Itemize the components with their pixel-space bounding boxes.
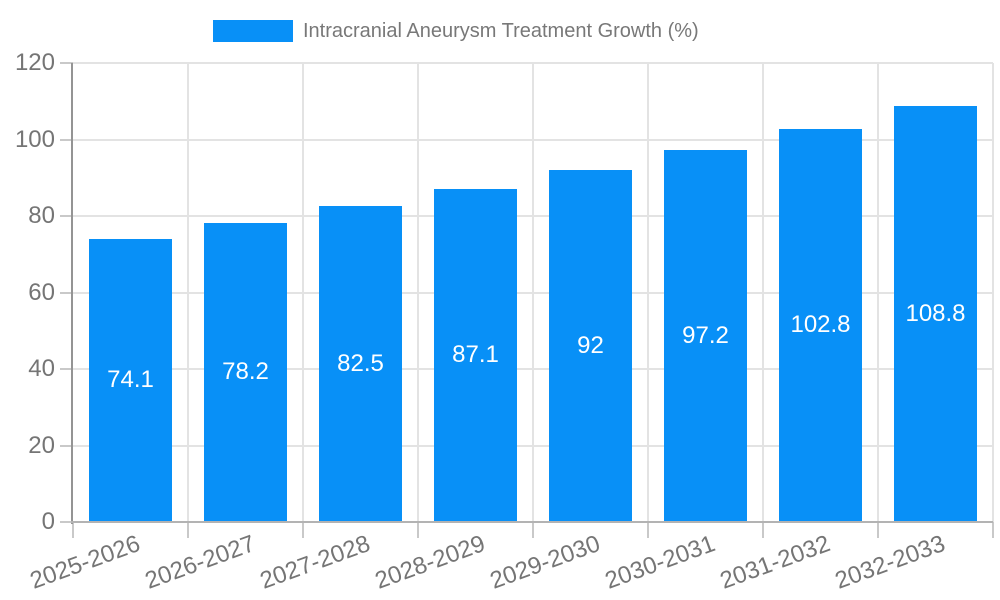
bar[interactable]: 74.1 [89,238,172,522]
x-tick-label: 2026-2027 [141,530,259,595]
x-tick [72,522,74,538]
bar-value-label: 102.8 [790,311,851,339]
bar-value-label: 108.8 [905,299,966,327]
bar[interactable]: 102.8 [779,128,862,522]
bar-value-label: 97.2 [682,322,729,350]
x-gridline [992,63,994,522]
y-tick [60,215,73,217]
x-tick-label: 2027-2028 [256,530,374,595]
x-tick [647,522,649,538]
x-tick-label: 2029-2030 [486,530,604,595]
bar-value-label: 82.5 [337,350,384,378]
y-tick [60,444,73,447]
bar-value-label: 87.1 [452,341,499,369]
x-gridline [762,63,764,522]
y-tick [60,521,73,523]
y-tick [60,291,73,294]
y-tick-label: 0 [41,508,55,535]
bar[interactable]: 97.2 [664,150,747,522]
bar[interactable]: 92 [549,170,632,522]
x-gridline [877,63,879,522]
y-tick-label: 120 [14,49,55,76]
bar-value-label: 92 [577,332,604,360]
legend-swatch [213,20,293,42]
y-tick-label: 20 [28,431,55,459]
y-axis-line [71,63,73,524]
x-tick [762,522,764,538]
x-gridline [647,63,649,522]
x-tick-label: 2030-2031 [601,530,719,595]
bar[interactable]: 82.5 [319,206,402,522]
y-tick-label: 40 [28,355,55,382]
y-tick-label: 60 [28,278,55,306]
legend-item[interactable]: Intracranial Aneurysm Treatment Growth (… [213,18,699,44]
x-tick-label: 2028-2029 [371,530,489,595]
bar[interactable]: 108.8 [894,105,977,522]
y-tick [60,62,73,64]
x-axis-line [71,521,993,523]
x-tick [877,522,879,538]
x-tick-label: 2031-2032 [716,530,834,595]
y-tick [60,368,73,370]
x-tick [187,522,189,538]
x-gridline [532,63,534,522]
x-tick [992,522,994,538]
bar-value-label: 78.2 [222,358,269,386]
x-tick-label: 2032-2033 [831,530,949,595]
y-tick-label: 100 [14,125,55,153]
bar-value-label: 74.1 [107,366,154,394]
x-tick-label: 2025-2026 [26,530,144,595]
x-gridline [302,63,304,522]
x-tick [302,522,304,538]
x-tick [532,522,534,538]
x-gridline [187,63,189,522]
legend-label: Intracranial Aneurysm Treatment Growth (… [303,20,699,42]
x-tick [417,522,419,538]
bar[interactable]: 78.2 [204,222,287,522]
y-tick [60,138,73,141]
x-gridline [417,63,419,522]
bar[interactable]: 87.1 [434,188,517,522]
y-tick-label: 80 [28,202,55,229]
